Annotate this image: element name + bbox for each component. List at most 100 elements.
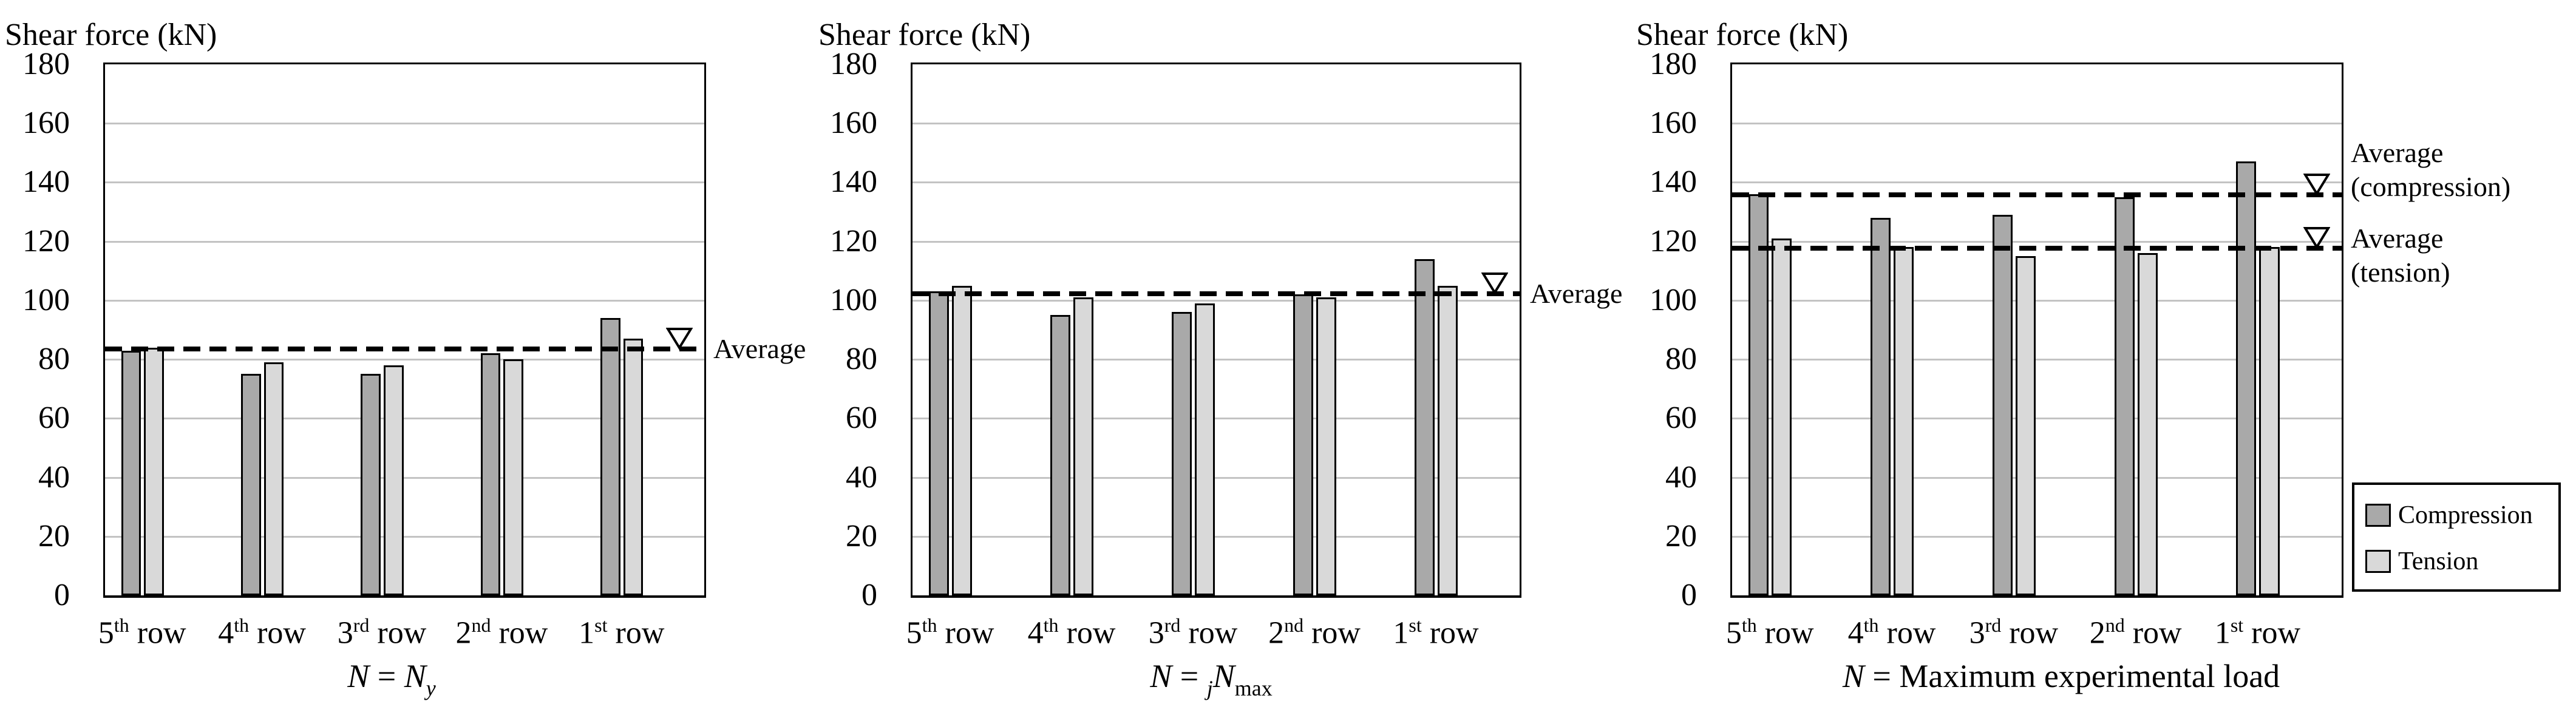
bar-tension-1st-row	[2259, 247, 2280, 595]
x-tick-label: 2nd row	[455, 614, 548, 651]
y-tick-label: 120	[1650, 223, 1697, 259]
bar-compression-2nd-row	[480, 353, 501, 595]
average-dashed-line	[105, 347, 704, 352]
bar-tension-2nd-row	[2137, 253, 2158, 595]
y-tick-label: 160	[830, 106, 877, 141]
y-axis-title: Shear force (kN)	[5, 18, 217, 52]
bar-compression-3rd-row	[361, 374, 381, 595]
y-tick-label: 100	[1650, 282, 1697, 317]
gridline	[912, 181, 1520, 184]
gridline	[1732, 418, 2342, 420]
y-tick-label: 120	[830, 223, 877, 259]
bar-tension-2nd-row	[1316, 297, 1336, 595]
bar-compression-4th-row	[1870, 217, 1891, 595]
legend-swatch-compression-icon	[2365, 504, 2391, 527]
bar-compression-4th-row	[1050, 315, 1070, 595]
y-tick-label: 0	[1681, 578, 1697, 612]
y-tick-label: 180	[1650, 47, 1697, 81]
average-marker-triangle-icon	[1481, 272, 1509, 298]
bar-tension-2nd-row	[503, 359, 523, 595]
legend: Compression Tension	[2352, 482, 2561, 592]
gridline	[912, 359, 1520, 361]
y-tick-label: 160	[22, 106, 70, 141]
y-tick-label: 60	[38, 401, 70, 436]
y-tick-label: 140	[1650, 164, 1697, 200]
average-line-label: Average	[1530, 278, 1623, 310]
y-tick-label: 0	[54, 578, 70, 612]
plot-area	[1730, 63, 2343, 598]
average-marker-triangle-icon	[2303, 226, 2331, 252]
x-tick-label: 1st row	[579, 614, 665, 651]
x-tick-label: 5th row	[1725, 614, 1814, 651]
bar-compression-5th-row	[121, 350, 141, 595]
gridline	[1732, 359, 2342, 361]
x-tick-label: 2nd row	[2089, 614, 2182, 651]
y-tick-label: 40	[1665, 459, 1697, 495]
gridline	[912, 123, 1520, 125]
x-tick-label: 1st row	[2214, 614, 2301, 651]
gridline	[1732, 240, 2342, 243]
bar-compression-4th-row	[241, 374, 261, 595]
y-tick-label: 100	[22, 282, 70, 317]
legend-item-tension: Tension	[2365, 547, 2478, 576]
x-tick-label: 1st row	[1393, 614, 1479, 651]
y-tick-label: 160	[1650, 106, 1697, 141]
bar-compression-3rd-row	[1992, 214, 2013, 595]
average-marker-triangle-icon	[2303, 173, 2331, 199]
gridline	[105, 123, 704, 125]
gridline	[1732, 535, 2342, 538]
average-line-label: Average	[713, 333, 806, 365]
legend-item-compression: Compression	[2365, 501, 2533, 530]
gridline	[105, 359, 704, 361]
chart-title: N = Maximum experimental load	[1842, 658, 2280, 694]
gridline	[105, 299, 704, 302]
bar-tension-4th-row	[1894, 247, 1914, 595]
average-marker-triangle-icon	[665, 327, 693, 353]
average-dashed-line	[912, 291, 1520, 297]
bar-tension-3rd-row	[1195, 303, 1215, 595]
y-tick-label: 20	[846, 518, 877, 553]
x-tick-label: 4th row	[218, 614, 306, 651]
gridline	[1732, 476, 2342, 479]
legend-label-tension: Tension	[2398, 547, 2479, 575]
gridline	[1732, 123, 2342, 125]
bar-compression-5th-row	[1748, 194, 1769, 595]
bar-compression-2nd-row	[2114, 197, 2135, 595]
y-tick-label: 140	[830, 164, 877, 200]
bar-compression-1st-row	[1415, 259, 1435, 595]
gridline	[912, 476, 1520, 479]
y-tick-label: 180	[830, 47, 877, 81]
chart-title: N = Ny	[347, 658, 436, 700]
gridline	[912, 299, 1520, 302]
bar-compression-3rd-row	[1172, 312, 1192, 595]
plot-area	[911, 63, 1521, 598]
y-tick-label: 60	[1665, 401, 1697, 436]
x-tick-label: 4th row	[1847, 614, 1936, 651]
bar-tension-5th-row	[952, 285, 972, 595]
bar-tension-4th-row	[1073, 297, 1093, 595]
x-tick-label: 5th row	[98, 614, 186, 651]
y-tick-label: 20	[38, 518, 70, 553]
legend-swatch-tension-icon	[2365, 550, 2391, 573]
average-dashed-line	[1732, 246, 2342, 251]
x-tick-label: 2nd row	[1268, 614, 1361, 651]
y-tick-label: 100	[830, 282, 877, 317]
y-tick-label: 80	[846, 342, 877, 377]
bar-tension-3rd-row	[383, 365, 404, 595]
y-tick-label: 40	[846, 459, 877, 495]
gridline	[105, 418, 704, 420]
bar-compression-1st-row	[600, 318, 620, 595]
y-tick-label: 80	[1665, 342, 1697, 377]
x-tick-label: 4th row	[1027, 614, 1116, 651]
y-tick-label: 120	[22, 223, 70, 259]
gridline	[912, 535, 1520, 538]
bar-tension-4th-row	[263, 362, 284, 595]
average-line-label: Average (compression)	[2351, 137, 2511, 202]
average-line-label: Average (tension)	[2351, 223, 2450, 288]
y-tick-label: 80	[38, 342, 70, 377]
gridline	[105, 240, 704, 243]
y-tick-label: 0	[861, 578, 877, 612]
x-tick-label: 3rd row	[1969, 614, 2059, 651]
y-axis-title: Shear force (kN)	[818, 18, 1031, 52]
